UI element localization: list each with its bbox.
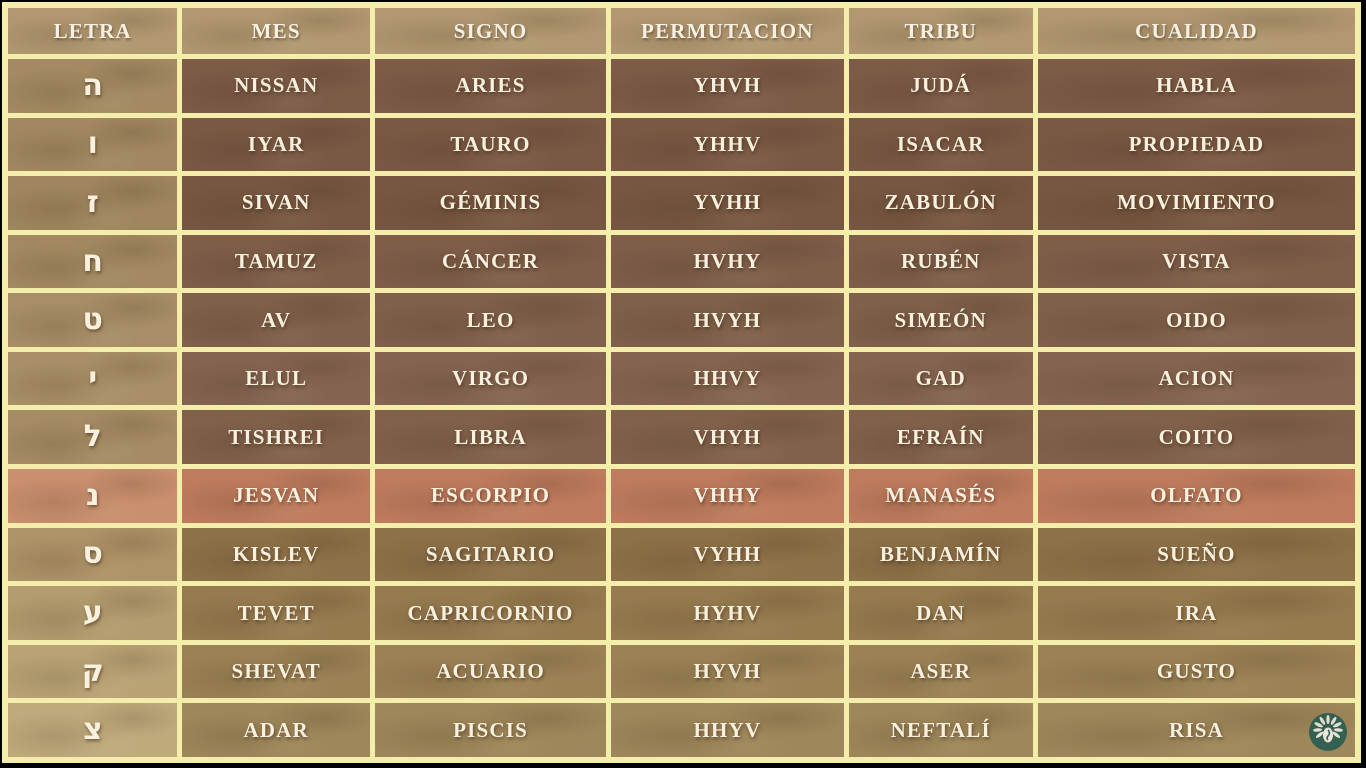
cell-signo-row-6: VIRGO	[374, 351, 607, 406]
cell-tribu-row-5: SIMEÓN	[848, 293, 1033, 347]
cell-signo-row-7: LIBRA	[374, 410, 607, 465]
cell-mes-row-9: KISLEV	[182, 527, 370, 582]
hebrew-letter-cell-row-7: ל	[8, 410, 178, 465]
cell-mes-row-11: SHEVAT	[182, 644, 370, 699]
cell-cualidad-row-7: COITO	[1037, 410, 1355, 465]
column-header-tribu: TRIBU	[848, 8, 1033, 54]
cell-signo-row-12: PISCIS	[374, 703, 607, 757]
cell-tribu-row-6: GAD	[848, 351, 1033, 406]
cell-permutacion-row-5: HVYH	[611, 293, 844, 347]
cell-mes-row-4: TAMUZ	[182, 234, 370, 289]
hebrew-letter-cell-row-1: ה	[8, 59, 178, 113]
cell-mes-row-3: SIVAN	[182, 176, 370, 230]
cell-tribu-row-9: BENJAMÍN	[848, 527, 1033, 582]
cell-tribu-row-3: ZABULÓN	[848, 176, 1033, 230]
cell-permutacion-row-3: YVHH	[611, 176, 844, 230]
cell-mes-row-6: ELUL	[182, 351, 370, 406]
hebrew-letter-cell-row-9: ס	[8, 527, 178, 582]
cell-mes-row-10: TEVET	[182, 586, 370, 640]
column-header-letra: LETRA	[8, 8, 178, 54]
cell-signo-row-10: CAPRICORNIO	[374, 586, 607, 640]
cell-tribu-row-4: RUBÉN	[848, 234, 1033, 289]
cell-signo-row-3: GÉMINIS	[374, 176, 607, 230]
hebrew-letter-cell-row-11: ק	[8, 644, 178, 699]
cell-signo-row-8: ESCORPIO	[374, 469, 607, 523]
cell-signo-row-2: TAURO	[374, 117, 607, 172]
cell-signo-row-1: ARIES	[374, 59, 607, 113]
cell-signo-row-5: LEO	[374, 293, 607, 347]
cell-cualidad-row-3: MOVIMIENTO	[1037, 176, 1355, 230]
cell-mes-row-12: ADAR	[182, 703, 370, 757]
cell-mes-row-2: IYAR	[182, 117, 370, 172]
cell-cualidad-row-5: OIDO	[1037, 293, 1355, 347]
cell-permutacion-row-4: HVHY	[611, 234, 844, 289]
cell-cualidad-row-8: OLFATO	[1037, 469, 1355, 523]
cell-tribu-row-11: ASER	[848, 644, 1033, 699]
cell-signo-row-11: ACUARIO	[374, 644, 607, 699]
hebrew-letter-cell-row-4: ח	[8, 234, 178, 289]
cell-cualidad-row-6: ACION	[1037, 351, 1355, 406]
hebrew-letter-cell-row-3: ז	[8, 176, 178, 230]
cell-cualidad-row-1: HABLA	[1037, 59, 1355, 113]
cell-tribu-row-7: EFRAÍN	[848, 410, 1033, 465]
cell-mes-row-8: JESVAN	[182, 469, 370, 523]
cell-permutacion-row-12: HHYV	[611, 703, 844, 757]
cell-permutacion-row-6: HHVY	[611, 351, 844, 406]
column-header-mes: MES	[182, 8, 370, 54]
cell-permutacion-row-2: YHHV	[611, 117, 844, 172]
cell-tribu-row-2: ISACAR	[848, 117, 1033, 172]
cell-tribu-row-12: NEFTALÍ	[848, 703, 1033, 757]
cell-permutacion-row-7: VHYH	[611, 410, 844, 465]
cell-signo-row-4: CÁNCER	[374, 234, 607, 289]
cell-permutacion-row-8: VHHY	[611, 469, 844, 523]
hebrew-letter-cell-row-10: ע	[8, 586, 178, 640]
cell-permutacion-row-1: YHVH	[611, 59, 844, 113]
cell-tribu-row-8: MANASÉS	[848, 469, 1033, 523]
cell-cualidad-row-4: VISTA	[1037, 234, 1355, 289]
cell-signo-row-9: SAGITARIO	[374, 527, 607, 582]
cell-permutacion-row-10: HYHV	[611, 586, 844, 640]
cell-cualidad-row-11: GUSTO	[1037, 644, 1355, 699]
column-header-signo: SIGNO	[374, 8, 607, 54]
hebrew-letter-cell-row-12: צ	[8, 703, 178, 757]
channel-watermark-icon	[1308, 712, 1348, 752]
hebrew-letter-cell-row-6: י	[8, 351, 178, 406]
cell-cualidad-row-9: SUEÑO	[1037, 527, 1355, 582]
hebrew-letter-cell-row-2: ו	[8, 117, 178, 172]
cell-cualidad-row-2: PROPIEDAD	[1037, 117, 1355, 172]
hebrew-letter-cell-row-5: ט	[8, 293, 178, 347]
column-header-cualidad: CUALIDAD	[1037, 8, 1355, 54]
cell-cualidad-row-10: IRA	[1037, 586, 1355, 640]
column-header-permutacion: PERMUTACION	[611, 8, 844, 54]
cell-mes-row-7: TISHREI	[182, 410, 370, 465]
cell-permutacion-row-9: VYHH	[611, 527, 844, 582]
cell-mes-row-5: AV	[182, 293, 370, 347]
cell-cualidad-row-12: RISA	[1037, 703, 1355, 757]
cell-tribu-row-10: DAN	[848, 586, 1033, 640]
cell-mes-row-1: NISSAN	[182, 59, 370, 113]
cell-tribu-row-1: JUDÁ	[848, 59, 1033, 113]
cell-permutacion-row-11: HYVH	[611, 644, 844, 699]
hebrew-letter-cell-row-8: נ	[8, 469, 178, 523]
